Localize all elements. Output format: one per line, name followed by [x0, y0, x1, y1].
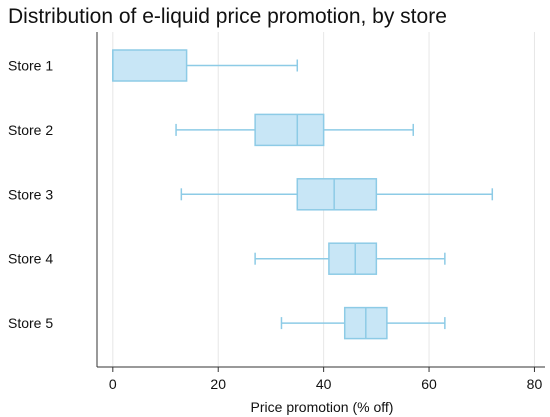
iqr-box-store-1 — [112, 49, 188, 82]
iqr-box-store-3 — [296, 178, 378, 211]
y-tick-label-store-5: Store 5 — [8, 315, 53, 331]
label-layer: 0 20 40 60 80 Store 1 Store 2 Store 3 Store 4 Sto… — [8, 58, 542, 393]
x-tick-label-20: 20 — [210, 376, 226, 392]
x-tick-label-60: 60 — [421, 376, 437, 392]
box-store-4 — [254, 242, 446, 275]
y-tick-label-store-4: Store 4 — [8, 251, 53, 267]
box-store-5 — [280, 306, 446, 340]
axis-layer — [96, 32, 545, 372]
y-tick-label-store-1: Store 1 — [8, 58, 53, 74]
box-layer — [112, 49, 494, 340]
x-tick-label-80: 80 — [527, 376, 543, 392]
x-tick-label-0: 0 — [109, 376, 117, 392]
iqr-box-store-4 — [328, 242, 378, 275]
x-tick-label-40: 40 — [316, 376, 332, 392]
chart-title: Distribution of e-liquid price promotion… — [8, 5, 447, 28]
x-axis-label: Price promotion (% off) — [251, 399, 394, 415]
box-store-1 — [112, 49, 299, 82]
box-store-2 — [175, 113, 414, 147]
y-tick-label-store-2: Store 2 — [8, 122, 53, 138]
y-tick-label-store-3: Store 3 — [8, 186, 53, 202]
iqr-box-store-2 — [254, 113, 325, 147]
box-store-3 — [180, 178, 494, 211]
